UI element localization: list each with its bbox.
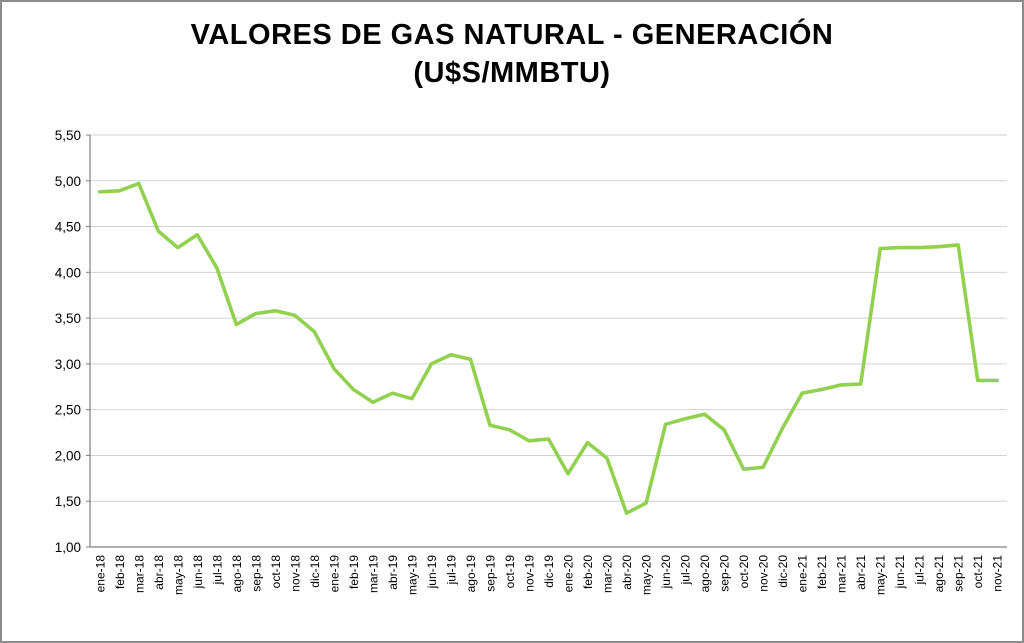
x-tick-label: may-18: [171, 555, 185, 595]
x-tick-label: sep-20: [718, 555, 732, 592]
x-tick-label: nov-21: [991, 555, 1005, 592]
x-tick-label: dic-20: [776, 555, 790, 588]
y-tick-label: 3,00: [55, 357, 81, 372]
x-tick-label: nov-19: [523, 555, 537, 592]
x-tick-label: jun-21: [893, 555, 907, 590]
y-tick-label: 4,50: [55, 220, 81, 235]
x-tick-label: oct-19: [503, 555, 517, 589]
chart-title: VALORES DE GAS NATURAL - GENERACIÓN (U$S…: [2, 16, 1022, 93]
x-tick-label: ene-18: [93, 555, 107, 593]
y-tick-label: 2,50: [55, 403, 81, 418]
x-tick-label: mar-20: [601, 555, 615, 593]
x-tick-label: jun-19: [425, 555, 439, 590]
x-tick-label: ene-20: [562, 555, 576, 593]
x-tick-label: sep-19: [484, 555, 498, 592]
x-tick-label: ago-18: [230, 555, 244, 593]
x-tick-label: mar-21: [835, 555, 849, 593]
x-tick-label: jun-18: [191, 555, 205, 590]
x-tick-label: oct-20: [737, 555, 751, 589]
x-tick-label: sep-18: [249, 555, 263, 592]
x-tick-label: nov-20: [757, 555, 771, 592]
y-tick-label: 4,00: [55, 265, 81, 280]
x-tick-label: jul-21: [913, 555, 927, 586]
x-tick-label: ago-19: [464, 555, 478, 593]
x-tick-label: jul-19: [444, 555, 458, 586]
x-tick-label: abr-21: [854, 555, 868, 590]
x-tick-label: oct-18: [269, 555, 283, 589]
x-tick-label: jul-20: [679, 555, 693, 586]
x-tick-label: dic-19: [542, 555, 556, 588]
x-tick-label: abr-19: [386, 555, 400, 590]
x-tick-label: abr-20: [620, 555, 634, 590]
chart-title-line1: VALORES DE GAS NATURAL - GENERACIÓN: [190, 19, 834, 51]
data-series-line: [98, 181, 1000, 515]
x-tick-label: may-20: [640, 555, 654, 595]
x-tick-label: ene-21: [796, 555, 810, 593]
y-tick-label: 2,00: [55, 448, 81, 463]
x-tick-label: sep-21: [952, 555, 966, 592]
y-tick-label: 5,00: [55, 174, 81, 189]
x-tick-label: dic-18: [308, 555, 322, 588]
x-tick-label: feb-20: [581, 555, 595, 589]
x-tick-label: may-21: [874, 555, 888, 595]
x-tick-label: oct-21: [971, 555, 985, 589]
y-tick-label: 5,50: [55, 128, 81, 143]
x-tick-label: ago-21: [932, 555, 946, 593]
x-tick-label: jul-18: [210, 555, 224, 586]
x-tick-label: ago-20: [698, 555, 712, 593]
chart-title-line2: (U$S/MMBTU): [413, 57, 611, 90]
x-tick-label: may-19: [405, 555, 419, 595]
x-tick-label: jun-20: [659, 555, 673, 590]
y-tick-label: 1,00: [55, 540, 81, 555]
y-tick-label: 1,50: [55, 494, 81, 509]
x-tick-label: feb-19: [347, 555, 361, 589]
x-tick-label: mar-18: [132, 555, 146, 593]
x-tick-label: nov-18: [288, 555, 302, 592]
x-tick-label: mar-19: [366, 555, 380, 593]
x-tick-label: feb-21: [815, 555, 829, 589]
x-tick-label: abr-18: [152, 555, 166, 590]
y-tick-label: 3,50: [55, 311, 81, 326]
x-tick-label: feb-18: [113, 555, 127, 589]
x-tick-label: ene-19: [327, 555, 341, 593]
